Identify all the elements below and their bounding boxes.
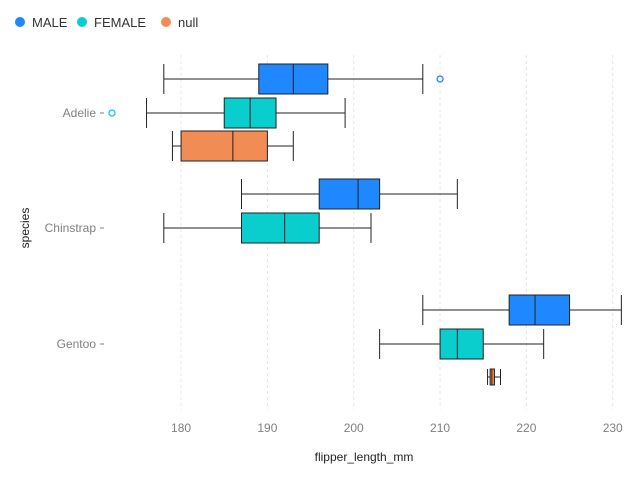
x-tick-label-180: 180 xyxy=(171,421,191,435)
box-group-chinstrap-female xyxy=(163,212,372,244)
y-tick-label-chinstrap: Chinstrap xyxy=(45,221,97,235)
box-group-gentoo-female xyxy=(379,328,545,360)
box-group-adelie-null xyxy=(171,130,294,162)
y-tick-label-adelie: Adelie xyxy=(63,106,97,120)
box-group-adelie-male xyxy=(163,63,444,95)
legend-label-male: MALE xyxy=(32,15,68,30)
plot-area xyxy=(108,63,622,386)
box-group-gentoo-null xyxy=(487,368,501,386)
x-tick-label-210: 210 xyxy=(430,421,450,435)
box-chinstrap-female xyxy=(241,212,320,244)
x-tick-label-200: 200 xyxy=(344,421,364,435)
y-axis: Adelie Chinstrap Gentoo xyxy=(45,106,104,351)
x-axis: 180 190 200 210 220 230 xyxy=(171,421,623,435)
legend: MALE FEMALE null xyxy=(15,15,198,30)
outlier-adelie-female-0 xyxy=(108,109,116,117)
x-tick-label-190: 190 xyxy=(257,421,277,435)
legend-label-female: FEMALE xyxy=(94,15,146,30)
legend-marker-female xyxy=(77,17,87,27)
x-axis-title: flipper_length_mm xyxy=(315,450,414,464)
legend-marker-null xyxy=(161,17,171,27)
box-gentoo-female xyxy=(439,328,484,360)
box-gentoo-male xyxy=(508,294,571,326)
box-group-adelie-female xyxy=(108,97,346,129)
x-tick-label-220: 220 xyxy=(516,421,536,435)
legend-label-null: null xyxy=(178,15,198,30)
legend-marker-male xyxy=(15,17,25,27)
x-tick-label-230: 230 xyxy=(603,421,623,435)
box-group-gentoo-male xyxy=(422,294,622,326)
box-chinstrap-male xyxy=(318,178,381,210)
box-adelie-null xyxy=(180,130,268,162)
y-tick-label-gentoo: Gentoo xyxy=(57,337,97,351)
outlier-adelie-male-0 xyxy=(436,75,444,83)
y-axis-title: species xyxy=(18,208,32,249)
box-group-chinstrap-male xyxy=(241,178,458,210)
